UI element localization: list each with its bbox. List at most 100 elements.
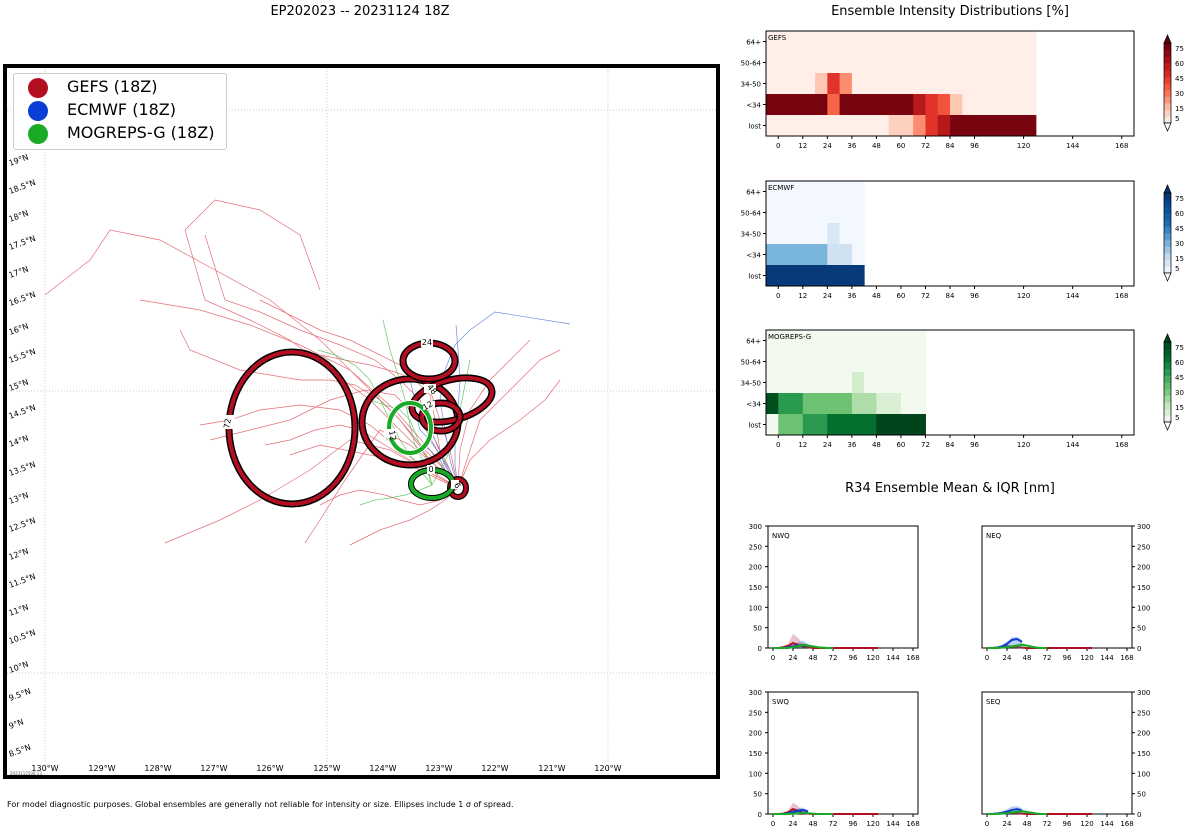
lat-tick: 14.5°N [8,403,37,421]
r34-y-tick: 50 [753,791,762,799]
heatmap-cell [766,73,816,95]
heatmap-x-tick: 120 [1017,292,1030,300]
colorbar-min-arrow [1163,272,1172,282]
colorbar-segment [1164,219,1171,227]
r34-x-tick: 168 [906,654,919,662]
lat-tick: 11.5°N [8,572,37,590]
lat-tick: 10.5°N [8,628,37,646]
lon-tick: 123°W [425,764,452,773]
ellipse-labels: 24 72 48 12 12 0 6 [222,338,462,490]
heatmap-cell [778,393,804,415]
heatmap-cell [766,94,828,116]
r34-x-tick: 144 [1100,654,1114,662]
heatmap-x-tick: 0 [776,292,780,300]
lon-tick-labels: 130°W 129°W 128°W 127°W 126°W 125°W 124°… [31,764,621,773]
r34-y-tick: 250 [1137,709,1150,717]
r34-panel-label: SWQ [772,698,789,706]
r34-panel-nwq: NWQ 0 50 100 150 200 250 300 0 24 48 72 96 120 144 168 [749,523,920,662]
heatmap-x-tick: 168 [1115,441,1128,449]
r34-panel-swq: SWQ 0 50 100 150 200 250 300 0 24 48 72 96 120 144 168 [749,689,920,828]
heatmap-cell [937,94,951,116]
heatmap-x-tick: 144 [1066,441,1080,449]
lat-tick: 18°N [8,209,30,224]
colorbar-max-arrow [1163,333,1172,343]
heatmap-cell [827,223,841,245]
colorbar-segment [1164,96,1171,104]
r34-x-tick: 168 [1120,654,1133,662]
heatmap-row-label: lost [748,422,761,430]
heatmap-cell [802,393,853,415]
colorbar-segment [1164,259,1171,267]
r34-y-tick: 150 [1137,750,1150,758]
colorbar-segment [1164,348,1171,356]
colorbar-tick: 5 [1175,265,1179,273]
colorbar-segment [1164,109,1171,117]
ellipse-label: 12 [387,430,398,442]
heatmap-row-label: lost [748,123,761,131]
r34-y-tick: 0 [1137,811,1141,819]
colorbar-segment [1164,375,1171,383]
heatmap-cell [827,73,841,95]
heatmap-cell [766,202,865,224]
gefs-track [457,339,531,489]
mogreps-ellipse-12h [387,401,433,455]
r34-y-tick: 150 [749,750,762,758]
r34-x-tick: 0 [771,820,775,828]
colorbar-segment [1164,408,1171,416]
heatmap-row-label: <34 [746,102,761,110]
r34-frame [981,691,1133,815]
heatmap-cell [766,393,779,415]
map-gridlines [7,68,717,776]
heatmap-x-tick: 36 [847,441,856,449]
colorbar-segment [1164,76,1171,84]
r34-x-tick: 0 [771,654,775,662]
r34-x-tick: 0 [985,820,989,828]
heatmap-x-tick: 84 [946,142,955,150]
heatmap-cell [851,73,1037,95]
colorbar-tick: 45 [1175,374,1184,382]
heatmap-cell [766,351,926,373]
right-charts: GEFS 64+ 50-64 34-50 <34 lost 0 12 24 36 48 60 72 84 9… [741,30,1184,828]
lon-tick: 126°W [256,764,283,773]
r34-y-tick: 50 [1137,625,1146,633]
gefs-track [457,379,561,489]
colorbar-segment [1164,43,1171,51]
heatmap-x-tick: 36 [847,292,856,300]
heatmap-cell [876,393,902,415]
mean-line-mogreps-g [773,643,833,649]
colorbar-segment [1164,69,1171,77]
map-stamp: 2023112500:13 [10,771,42,776]
colorbar-segment [1164,246,1171,254]
heatmap-x-tick: 168 [1115,142,1128,150]
ellipse-label: 24 [422,338,432,347]
heatmap-x-tick: 96 [970,142,979,150]
colorbar-segment [1164,362,1171,370]
r34-y-tick: 250 [749,709,762,717]
heatmap-x-tick: 48 [872,441,881,449]
colorbar-min-arrow [1163,421,1172,431]
r34-y-tick: 250 [1137,543,1150,551]
mean-line-gefs [773,642,878,649]
colorbar-segment [1164,103,1171,111]
colorbar-min-arrow [1163,122,1172,132]
lat-tick: 9.5°N [8,687,32,703]
heatmap-cell [900,393,926,415]
heatmap-cell [851,244,865,266]
mogreps-track [359,484,433,506]
heatmap-x-tick: 96 [970,292,979,300]
colorbar-segment [1164,56,1171,64]
colorbar-segment [1164,49,1171,57]
heatmap-x-tick: 72 [921,292,930,300]
heatmap-cell [815,73,828,95]
heatmap-x-tick: 60 [896,292,905,300]
heatmap-cell [766,223,828,245]
colorbar-segment [1164,63,1171,71]
heatmap-x-tick: 12 [798,142,807,150]
heatmap-cell [888,115,914,137]
colorbar-segment [1164,266,1171,274]
track-map: 24 72 48 12 12 0 6 130°W 129°W 128°W 127… [3,64,720,779]
colorbar-tick: 60 [1175,60,1184,68]
intensity-title: Ensemble Intensity Distributions [%] [831,4,1069,19]
colorbar-tick: 5 [1175,414,1179,422]
colorbar-segment [1164,355,1171,363]
